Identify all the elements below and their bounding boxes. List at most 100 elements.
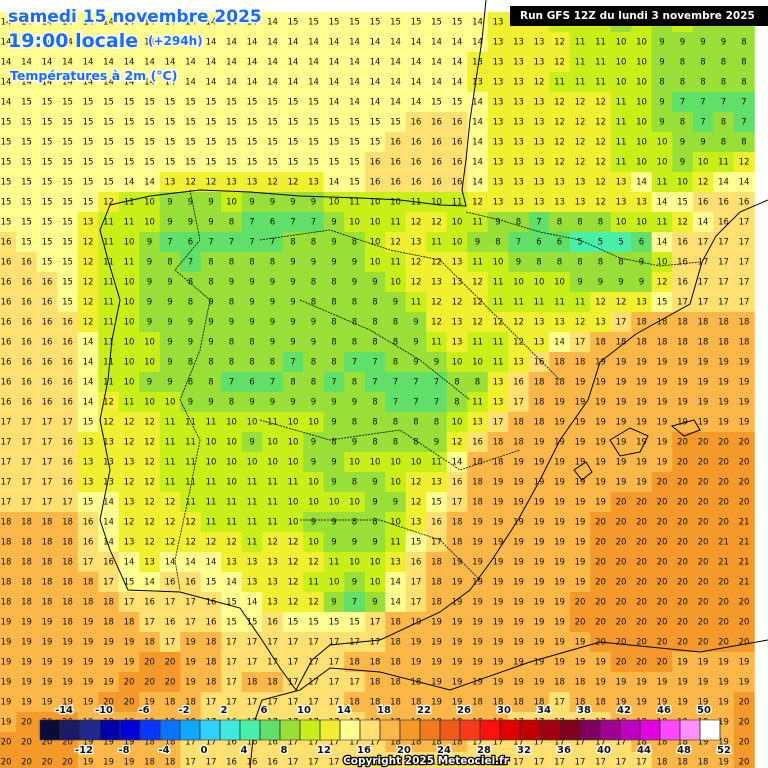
- temperature-value: 19: [718, 398, 729, 408]
- temperature-cell: [528, 272, 550, 293]
- temperature-value: 12: [739, 158, 750, 168]
- temperature-cell: [446, 452, 468, 473]
- legend-swatch: [59, 719, 81, 741]
- temperature-value: 11: [472, 258, 483, 268]
- temperature-cell: [733, 52, 755, 73]
- legend-label-bottom: 4: [241, 745, 248, 756]
- legend-swatch: [699, 719, 721, 741]
- temperature-cell: [385, 232, 407, 253]
- temperature-cell: [713, 72, 735, 93]
- temperature-cell: [0, 612, 17, 633]
- temperature-cell: [405, 492, 427, 513]
- temperature-value: 17: [534, 758, 545, 768]
- temperature-cell: [405, 172, 427, 193]
- temperature-cell: [446, 112, 468, 133]
- temperature-cell: [221, 112, 243, 133]
- temperature-cell: [692, 232, 714, 253]
- temperature-value: 10: [329, 498, 340, 508]
- temperature-value: 19: [534, 558, 545, 568]
- temperature-cell: [651, 172, 673, 193]
- temperature-cell: [631, 352, 653, 373]
- temperature-value: 9: [311, 458, 316, 468]
- temperature-cell: [672, 112, 694, 133]
- temperature-cell: [487, 232, 509, 253]
- temperature-value: 19: [513, 678, 524, 688]
- temperature-value: 19: [718, 678, 729, 688]
- temperature-cell: [549, 372, 571, 393]
- temperature-cell: [733, 252, 755, 273]
- temperature-cell: [590, 432, 612, 453]
- temperature-value: 12: [83, 278, 94, 288]
- temperature-cell: [672, 392, 694, 413]
- temperature-value: 8: [331, 298, 336, 308]
- temperature-value: 14: [124, 558, 135, 568]
- temperature-cell: [692, 492, 714, 513]
- temperature-cell: [446, 12, 468, 33]
- temperature-cell: [487, 292, 509, 313]
- temperature-cell: [713, 132, 735, 153]
- temperature-value: 14: [657, 238, 668, 248]
- temperature-cell: [303, 252, 325, 273]
- temperature-value: 15: [42, 178, 53, 188]
- temperature-value: 16: [62, 378, 73, 388]
- temperature-value: 18: [657, 338, 668, 348]
- temperature-cell: [651, 112, 673, 133]
- temperature-value: 15: [185, 138, 196, 148]
- temperature-value: 15: [42, 198, 53, 208]
- temperature-cell: [16, 252, 38, 273]
- temperature-cell: [241, 372, 263, 393]
- temperature-cell: [262, 412, 284, 433]
- temperature-value: 19: [739, 378, 750, 388]
- temperature-cell: [98, 612, 120, 633]
- temperature-cell: [241, 552, 263, 573]
- temperature-value: 15: [288, 158, 299, 168]
- temperature-value: 10: [452, 358, 463, 368]
- temperature-value: 13: [493, 98, 504, 108]
- temperature-cell: [487, 372, 509, 393]
- temperature-value: 18: [349, 658, 360, 668]
- temperature-value: 7: [270, 378, 275, 388]
- temperature-value: 12: [103, 198, 114, 208]
- temperature-cell: [159, 252, 181, 273]
- temperature-cell: [36, 452, 58, 473]
- temperature-cell: [364, 392, 386, 413]
- temperature-value: 13: [308, 178, 319, 188]
- temperature-value: 19: [677, 378, 688, 388]
- temperature-value: 10: [308, 538, 319, 548]
- temperature-value: 15: [329, 118, 340, 128]
- legend-label-top: 50: [697, 705, 711, 716]
- temperature-value: 15: [62, 278, 73, 288]
- temperature-value: 15: [206, 118, 217, 128]
- temperature-cell: [467, 92, 489, 113]
- temperature-cell: [467, 72, 489, 93]
- temperature-cell: [98, 92, 120, 113]
- temperature-cell: [590, 252, 612, 273]
- temperature-cell: [651, 352, 673, 373]
- temperature-value: 19: [124, 658, 135, 668]
- temperature-value: 18: [677, 318, 688, 328]
- temperature-value: 8: [741, 38, 746, 48]
- temperature-cell: [590, 412, 612, 433]
- temperature-cell: [487, 172, 509, 193]
- temperature-value: 12: [288, 558, 299, 568]
- temperature-value: 10: [288, 518, 299, 528]
- temperature-value: 10: [288, 438, 299, 448]
- temperature-value: 9: [311, 318, 316, 328]
- temperature-value: 17: [185, 598, 196, 608]
- temperature-value: 13: [411, 238, 422, 248]
- temperature-value: 11: [185, 438, 196, 448]
- temperature-cell: [221, 232, 243, 253]
- temperature-value: 16: [370, 158, 381, 168]
- temperature-cell: [0, 92, 17, 113]
- temperature-cell: [713, 412, 735, 433]
- temperature-value: 20: [677, 538, 688, 548]
- temperature-cell: [364, 32, 386, 53]
- temperature-value: 16: [431, 178, 442, 188]
- temperature-value: 17: [329, 678, 340, 688]
- temperature-cell: [508, 292, 530, 313]
- legend-label-bottom: 36: [557, 745, 571, 756]
- temperature-value: 10: [636, 78, 647, 88]
- temperature-value: 19: [21, 658, 32, 668]
- temperature-value: 15: [206, 578, 217, 588]
- legend-label-bottom: 8: [281, 745, 288, 756]
